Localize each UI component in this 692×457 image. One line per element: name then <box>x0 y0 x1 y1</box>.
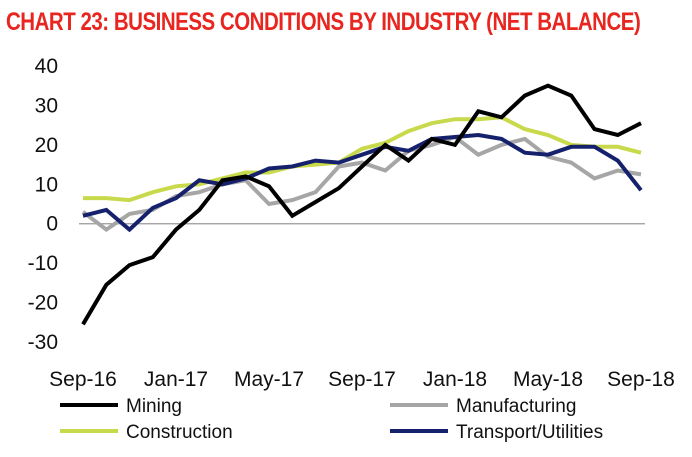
x-tick-label: Jan-17 <box>144 368 208 391</box>
legend-item-mining: Mining <box>60 396 182 417</box>
x-tick-label: Sep-17 <box>328 368 396 391</box>
x-tick-label: Jan-18 <box>423 368 487 391</box>
legend-item-transport-utilities: Transport/Utilities <box>390 422 603 443</box>
y-tick-label: 10 <box>35 173 58 196</box>
y-tick-label: 20 <box>35 134 58 157</box>
legend-label: Manufacturing <box>456 396 576 417</box>
legend: Mining Manufacturing Construction Transport… <box>60 396 603 443</box>
legend-item-manufacturing: Manufacturing <box>390 396 576 417</box>
x-tick-label: May-17 <box>234 368 304 391</box>
legend-label: Construction <box>126 422 233 443</box>
chart-title: CHART 23: BUSINESS CONDITIONS BY INDUSTR… <box>6 8 641 36</box>
y-tick-label: 40 <box>35 55 58 78</box>
y-tick-label: 30 <box>35 94 58 117</box>
x-tick-label: May-18 <box>513 368 583 391</box>
x-axis: Sep-16 Jan-17 May-17 Sep-17 Jan-18 May-18 Sep-… <box>49 368 675 391</box>
y-tick-label: -10 <box>28 252 58 275</box>
y-tick-label: 0 <box>46 213 58 236</box>
series-line-transport-utilities <box>82 132 643 233</box>
y-tick-label: -30 <box>28 331 58 354</box>
legend-label: Transport/Utilities <box>456 422 603 443</box>
x-tick-label: Sep-18 <box>607 368 675 391</box>
y-axis: 40 30 20 10 0 -10 -20 -30 <box>28 55 58 354</box>
series-line-construction <box>83 115 642 203</box>
y-tick-label: -20 <box>28 292 58 315</box>
x-tick-label: Sep-16 <box>49 368 117 391</box>
series-lines <box>81 83 643 326</box>
legend-item-construction: Construction <box>60 422 233 443</box>
series-line-mining <box>81 83 642 326</box>
legend-label: Mining <box>126 396 182 417</box>
